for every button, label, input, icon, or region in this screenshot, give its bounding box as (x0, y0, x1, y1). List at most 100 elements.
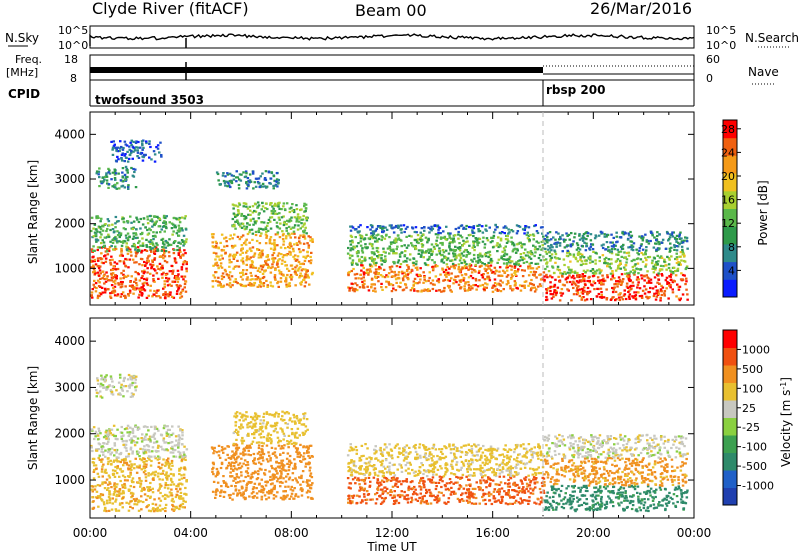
range-cell (100, 378, 103, 381)
range-cell (478, 279, 481, 282)
range-cell (269, 177, 273, 180)
range-cell (290, 275, 294, 278)
range-cell (245, 269, 249, 272)
range-cell (168, 270, 172, 273)
range-cell (508, 231, 511, 234)
range-cell (125, 245, 128, 248)
range-cell (165, 459, 169, 462)
range-cell (437, 231, 440, 234)
range-cell (259, 256, 263, 259)
range-cell (122, 490, 125, 493)
range-cell (582, 262, 585, 265)
range-cell (172, 230, 175, 233)
range-cell (647, 280, 651, 283)
range-cell (569, 243, 573, 246)
range-cell (227, 276, 231, 279)
range-cell (240, 457, 243, 460)
range-cell (131, 285, 134, 288)
range-cell (509, 285, 512, 288)
range-cell (422, 256, 425, 259)
range-cell (532, 234, 536, 237)
range-cell (420, 251, 424, 254)
range-cell (122, 227, 126, 230)
range-cell (423, 229, 426, 232)
range-cell (219, 265, 222, 268)
range-cell (295, 204, 298, 207)
range-cell (429, 282, 433, 285)
range-cell (105, 229, 108, 233)
range-cell (258, 252, 262, 255)
range-cell (474, 279, 478, 282)
range-cell (168, 255, 171, 258)
range-cell (97, 170, 101, 173)
range-cell (368, 257, 372, 260)
range-cell (170, 227, 174, 230)
range-cell (170, 499, 174, 502)
range-cell (306, 479, 309, 482)
range-cell (184, 486, 187, 490)
range-cell (620, 255, 623, 258)
range-cell (98, 231, 102, 234)
range-cell (369, 235, 373, 238)
range-cell (106, 253, 110, 256)
range-cell (275, 460, 278, 463)
range-cell (122, 277, 125, 280)
range-cell (585, 238, 588, 241)
range-cell (182, 278, 185, 281)
range-cell (588, 261, 592, 264)
range-cell (365, 271, 369, 274)
range-cell (284, 280, 288, 283)
range-cell (673, 248, 676, 251)
range-cell (126, 252, 130, 255)
range-cell (251, 265, 255, 268)
range-cell (619, 283, 623, 286)
range-cell (118, 260, 121, 263)
range-cell (232, 245, 235, 248)
range-cell (395, 265, 399, 268)
range-cell (111, 148, 114, 151)
range-cell (179, 429, 182, 432)
range-cell (136, 437, 140, 440)
range-cell (601, 231, 604, 234)
range-cell (407, 244, 410, 247)
range-cell (153, 432, 157, 435)
range-cell (103, 481, 106, 484)
range-cell (624, 264, 628, 267)
range-cell (585, 242, 588, 245)
range-cell (301, 262, 304, 265)
range-cell (133, 261, 136, 264)
range-cell (109, 375, 113, 378)
range-cell (246, 177, 250, 180)
range-cell (393, 226, 396, 229)
range-cell (252, 266, 255, 269)
range-cell (616, 258, 620, 261)
range-cell (94, 263, 98, 266)
range-cell (114, 508, 118, 511)
range-cell (139, 500, 142, 503)
range-cell (225, 240, 228, 243)
range-cell (415, 260, 418, 263)
range-cell (174, 240, 177, 243)
range-cell (445, 275, 448, 278)
range-cell (134, 246, 137, 249)
range-cell (148, 156, 151, 159)
range-cell (661, 286, 665, 289)
range-cell (521, 258, 524, 262)
range-cell (91, 429, 94, 432)
range-cell (365, 233, 368, 236)
range-cell (266, 229, 270, 232)
range-cell (227, 456, 231, 459)
range-cell (655, 248, 658, 251)
range-cell (377, 256, 380, 259)
range-cell (258, 212, 261, 215)
range-cell (143, 289, 147, 292)
range-cell (93, 286, 96, 289)
range-cell (133, 463, 136, 466)
range-cell (220, 285, 223, 289)
range-cell (231, 217, 235, 221)
range-cell (265, 263, 269, 266)
range-cell (220, 489, 223, 492)
range-cell (167, 495, 170, 498)
range-cell (530, 253, 533, 256)
range-cell (135, 375, 138, 378)
